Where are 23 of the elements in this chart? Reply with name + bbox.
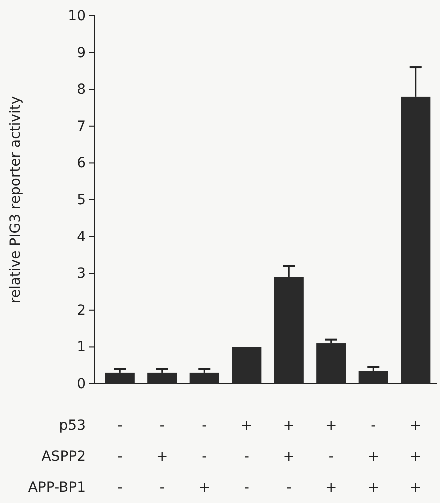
x-tick-label: - - + [198, 418, 210, 496]
y-tick-label: 2 [77, 302, 86, 319]
x-tick-label: + - - [241, 418, 253, 496]
y-tick-label: 1 [77, 340, 86, 356]
text: p53 [59, 418, 86, 434]
x-tick-label: - + + [368, 418, 380, 496]
y-tick-label: 0 [77, 376, 86, 392]
x-tick-label: - + - [156, 418, 168, 496]
x-tick-label: + - + [326, 418, 338, 496]
y-tick-label: 4 [77, 229, 86, 246]
x-tick-label: + + + [410, 418, 422, 496]
x-tick-label: + + - [283, 418, 295, 496]
y-tick-label: 9 [77, 45, 86, 62]
y-tick-label: 5 [77, 192, 86, 208]
y-tick-label: 7 [77, 118, 86, 135]
y-tick-label: 8 [77, 82, 86, 98]
x-tick-label: - - - [118, 418, 123, 496]
y-axis-title: relative PIG3 reporter activity [8, 96, 24, 304]
y-tick-label: 6 [77, 156, 86, 172]
y-tick-label: 3 [77, 266, 86, 282]
y-tick-label: 10 [68, 8, 86, 24]
text: APP-BP1 [28, 480, 86, 496]
text: ASPP2 [42, 449, 86, 465]
